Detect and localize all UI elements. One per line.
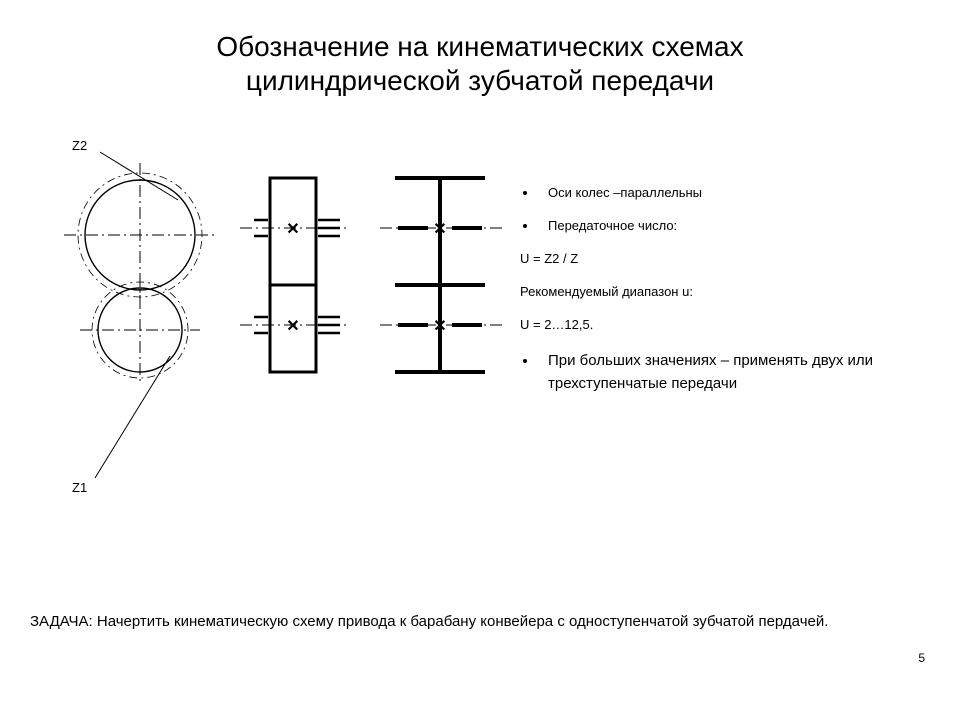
bullet-3b: трехступенчатые передачи bbox=[548, 375, 737, 392]
side-view-ibeam: ✕ ✕ bbox=[380, 178, 505, 372]
bullet-2: Передаточное число: bbox=[538, 218, 950, 233]
bullet-3a: При больших значениях – применять двух и… bbox=[548, 352, 873, 369]
svg-text:✕: ✕ bbox=[433, 221, 446, 238]
leader-z2 bbox=[100, 152, 178, 200]
range-value: U = 2…12,5. bbox=[520, 317, 950, 332]
range-label: Рекомендуемый диапазон u: bbox=[520, 284, 950, 299]
bullet-list: Оси колес –параллельны Передаточное числ… bbox=[520, 185, 950, 413]
leader-z1 bbox=[95, 356, 170, 478]
svg-text:✕: ✕ bbox=[286, 318, 299, 335]
bullet-3: При больших значениях – применять двух и… bbox=[538, 350, 950, 395]
bullet-1: Оси колес –параллельны bbox=[538, 185, 950, 200]
side-view-rect: ✕ ✕ bbox=[240, 178, 350, 372]
svg-text:✕: ✕ bbox=[286, 221, 299, 238]
formula: U = Z2 / Z bbox=[520, 251, 950, 266]
task-text: ЗАДАЧА: Начертить кинематическую схему п… bbox=[30, 605, 910, 638]
kinematic-diagram: ✕ ✕ ✕ ✕ bbox=[0, 0, 520, 560]
svg-text:✕: ✕ bbox=[433, 318, 446, 335]
page-number: 5 bbox=[918, 651, 925, 665]
